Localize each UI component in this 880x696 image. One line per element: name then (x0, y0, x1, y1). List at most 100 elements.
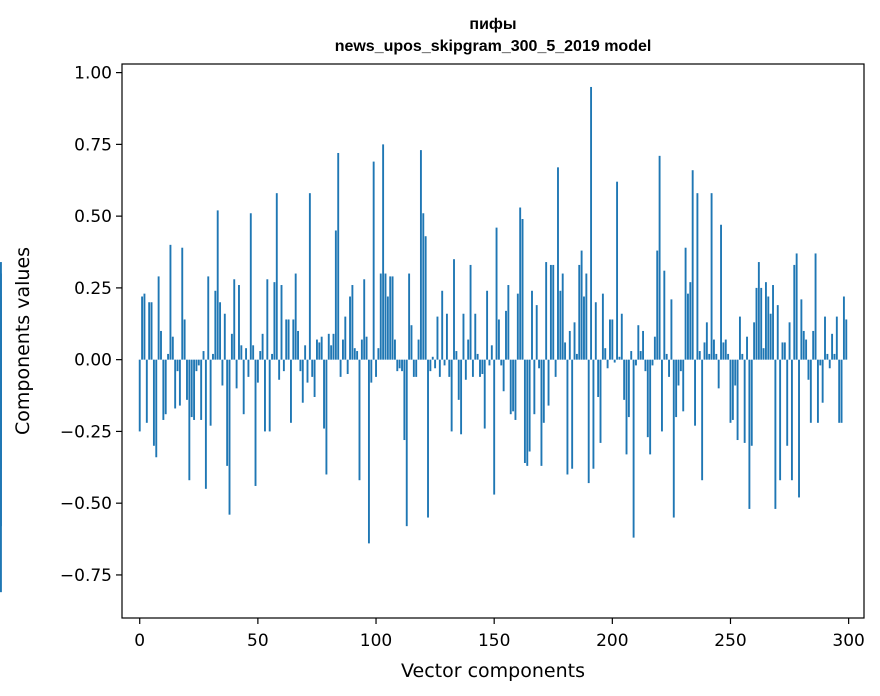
bar-153 (500, 359, 503, 366)
bar-143 (476, 353, 479, 360)
bar-249 (727, 353, 730, 360)
bar-67 (297, 330, 299, 360)
bar-131 (448, 359, 451, 377)
bar-237 (698, 351, 701, 360)
bar-130 (445, 313, 448, 360)
bar-18 (181, 247, 184, 360)
x-tick-label: 50 (247, 631, 269, 651)
bar-96 (365, 336, 368, 360)
bar-247 (722, 342, 725, 360)
bar-271 (779, 359, 782, 481)
bar-129 (443, 359, 446, 366)
bar-91 (353, 348, 356, 360)
bar-9 (160, 330, 162, 360)
bar-182 (568, 330, 571, 360)
bar-183 (571, 359, 574, 469)
bar-142 (474, 313, 477, 360)
bar-276 (790, 359, 793, 481)
bar-99 (372, 161, 375, 360)
bar-10 (162, 359, 165, 420)
bar-136 (460, 359, 463, 435)
bar-11 (164, 359, 167, 415)
bar-7 (155, 359, 158, 458)
bar-184 (573, 322, 576, 360)
bar-21 (188, 359, 191, 481)
y-axis: −0.75 −0.50 −0.25 0.00 0.25 0.50 0.75 1.00 (60, 64, 122, 586)
bar-78 (323, 359, 325, 429)
bar-259 (750, 359, 753, 446)
bar-221 (661, 359, 663, 432)
bar-57 (273, 282, 276, 360)
bar-164 (526, 359, 529, 466)
bar-215 (646, 359, 649, 438)
bar-39 (230, 333, 233, 360)
bar-126 (436, 316, 439, 360)
bar-51 (259, 351, 262, 360)
bar-36 (223, 313, 226, 360)
bar-35 (221, 359, 224, 386)
bar-212 (639, 351, 642, 360)
bar-253 (736, 359, 739, 441)
chart-subtitle: news_upos_skipgram_300_5_2019 model (335, 38, 652, 55)
bar-40 (233, 279, 236, 360)
bar-210 (635, 359, 637, 366)
bar-191 (590, 86, 593, 360)
bar-107 (391, 276, 394, 360)
bar-0 (138, 359, 141, 432)
bar-105 (386, 296, 389, 360)
bar-32 (214, 290, 217, 360)
y-tick-label: 0.75 (74, 135, 112, 155)
bar-133 (453, 259, 455, 360)
x-tick-label: 200 (596, 631, 628, 651)
bar-174 (549, 264, 552, 360)
bar-241 (708, 353, 711, 360)
bar-216 (649, 359, 652, 455)
bar-294 (833, 353, 836, 360)
bar-3 (145, 359, 148, 423)
bar-223 (665, 353, 668, 360)
bar-225 (670, 299, 673, 360)
bar-251 (731, 359, 734, 420)
y-tick-label: 1.00 (74, 64, 112, 84)
bar-95 (363, 279, 366, 360)
bar-71 (306, 359, 309, 383)
bar-37 (226, 359, 229, 466)
bar-144 (479, 359, 481, 377)
bar-146 (483, 359, 486, 429)
bar-255 (741, 353, 744, 360)
bar-147 (486, 290, 489, 360)
bar-291 (826, 353, 829, 360)
bar-168 (535, 305, 538, 360)
bar-193 (594, 302, 597, 360)
bar-178 (559, 290, 562, 360)
x-tick-label: 150 (478, 631, 510, 651)
bar-243 (713, 339, 715, 360)
bar-23 (193, 359, 196, 420)
bar-92 (356, 351, 359, 360)
bar-118 (417, 339, 420, 360)
bar-192 (592, 359, 595, 469)
bar-60 (280, 285, 283, 360)
bar-89 (349, 296, 351, 360)
bar-124 (431, 356, 434, 360)
bar-1 (141, 296, 144, 360)
chart-title: пифы (469, 16, 516, 33)
bar-189 (585, 273, 588, 360)
bar-288 (819, 359, 822, 366)
bar-177 (557, 167, 559, 360)
bar-272 (781, 342, 784, 360)
bar-290 (824, 316, 826, 360)
bar-87 (344, 316, 347, 360)
bar-97 (367, 359, 370, 544)
bar-46 (247, 359, 250, 377)
bar-186 (578, 264, 581, 360)
bar-260 (753, 322, 756, 360)
bar-145 (481, 359, 484, 375)
bar-279 (798, 359, 800, 498)
bar-296 (838, 359, 841, 423)
bar-88 (346, 359, 349, 375)
bar-109 (396, 359, 399, 372)
bar-72 (308, 193, 311, 360)
bar-233 (689, 282, 692, 360)
bar-4 (148, 302, 151, 360)
